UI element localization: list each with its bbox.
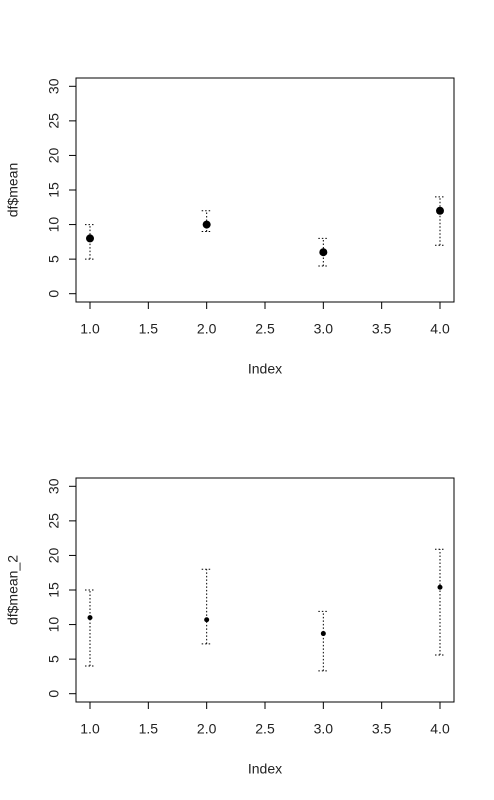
- plot-box: [75, 477, 455, 703]
- error-bar: [435, 548, 445, 656]
- x-tick-label: 3.5: [372, 321, 392, 337]
- x-tick-label: 1.0: [80, 721, 100, 737]
- y-axis-label: df$mean: [5, 163, 21, 217]
- error-bar: [201, 568, 212, 645]
- y-tick-label: 20: [46, 547, 62, 563]
- x-tick-label: 4.0: [430, 721, 450, 737]
- y-tick-label: 20: [46, 147, 62, 163]
- x-tick-label: 2.5: [255, 321, 275, 337]
- y-tick-label: 15: [46, 182, 62, 198]
- error-bar: [85, 589, 95, 667]
- y-tick-label: 10: [46, 617, 62, 633]
- error-bar: [318, 610, 329, 672]
- x-axis-label: Index: [248, 761, 282, 777]
- y-tick-label: 30: [46, 478, 62, 494]
- y-tick-label: 25: [46, 113, 62, 129]
- x-tick-label: 3.5: [372, 721, 392, 737]
- point: [202, 220, 211, 229]
- y-tick-label: 0: [46, 690, 62, 698]
- error-bar: [435, 196, 445, 246]
- x-tick-label: 2.0: [197, 321, 217, 337]
- error-bar: [85, 224, 95, 260]
- point: [87, 615, 93, 621]
- error-bar: [201, 210, 212, 232]
- x-tick-label: 2.0: [197, 721, 217, 737]
- y-tick-label: 25: [46, 513, 62, 529]
- point: [437, 584, 443, 590]
- point: [204, 617, 210, 623]
- y-tick-label: 0: [46, 290, 62, 298]
- x-axis-label: Index: [248, 361, 282, 377]
- point: [319, 248, 328, 257]
- point: [86, 234, 94, 243]
- y-axis-label: df$mean_2: [5, 555, 21, 625]
- error-bar: [318, 237, 329, 267]
- y-tick-label: 5: [46, 255, 62, 263]
- y-tick-label: 5: [46, 655, 62, 663]
- point: [320, 631, 326, 637]
- x-tick-label: 1.0: [80, 321, 100, 337]
- x-tick-label: 1.5: [139, 321, 159, 337]
- y-tick-label: 15: [46, 582, 62, 598]
- x-tick-label: 1.5: [139, 721, 159, 737]
- plot-box: [75, 77, 455, 303]
- y-tick-label: 10: [46, 217, 62, 233]
- x-tick-label: 4.0: [430, 321, 450, 337]
- x-tick-label: 3.0: [314, 721, 334, 737]
- x-tick-label: 2.5: [255, 721, 275, 737]
- y-tick-label: 30: [46, 78, 62, 94]
- point: [436, 206, 444, 215]
- x-tick-label: 3.0: [314, 321, 334, 337]
